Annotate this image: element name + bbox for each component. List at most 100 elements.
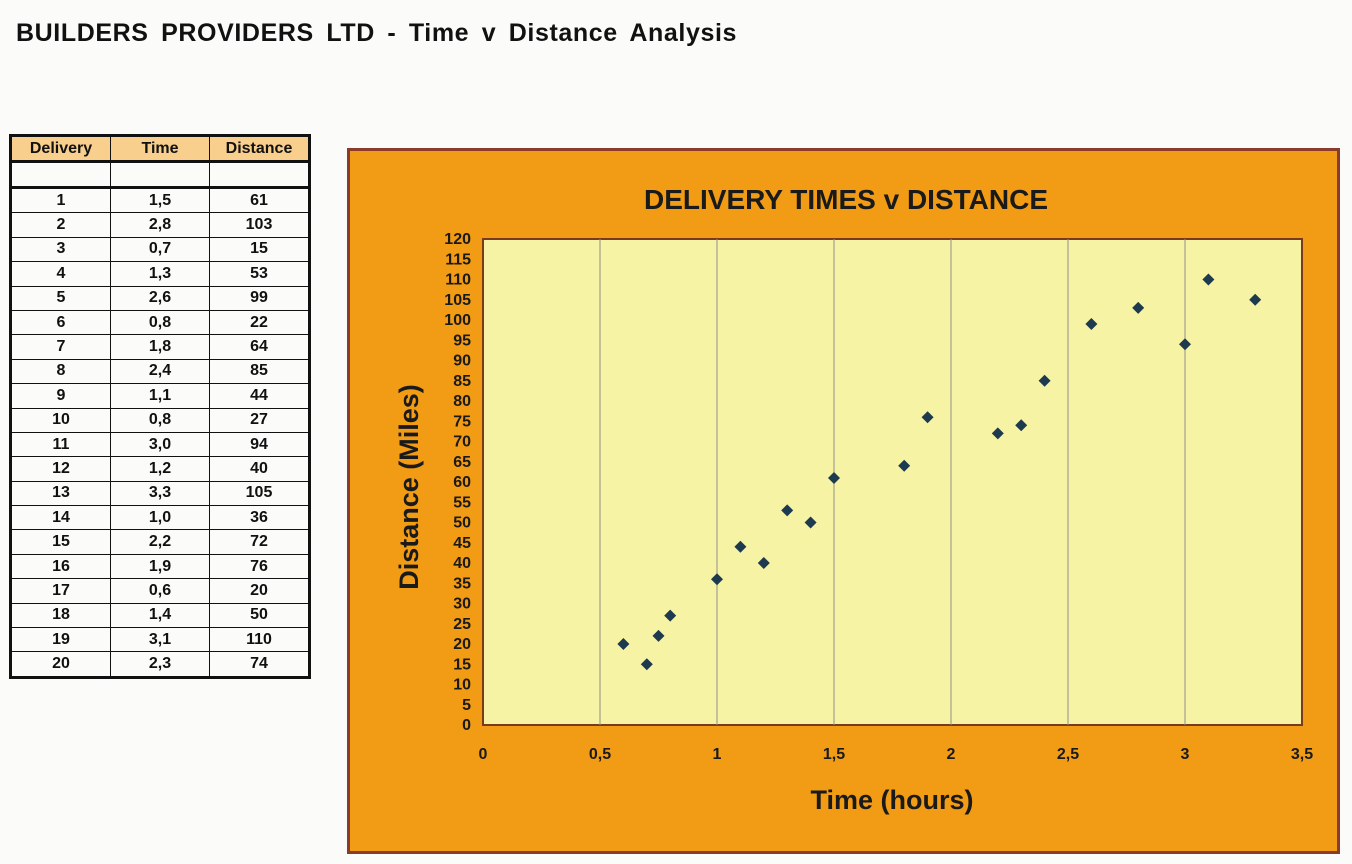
x-tick-label: 1 <box>713 746 722 763</box>
y-tick-label: 55 <box>453 494 471 511</box>
cell-distance: 50 <box>209 602 310 629</box>
data-point <box>664 609 677 622</box>
y-tick-label: 20 <box>453 636 471 653</box>
table-row: 11 3,0 94 <box>10 431 310 458</box>
y-tick-label: 120 <box>444 231 471 248</box>
y-tick-label: 35 <box>453 575 471 592</box>
table-row: 10 0,8 27 <box>10 407 310 433</box>
cell-delivery: 14 <box>10 505 111 531</box>
y-tick-label: 50 <box>453 515 471 532</box>
cell-time: 1,4 <box>110 602 210 629</box>
cell-delivery: 12 <box>10 456 111 482</box>
table-row: 4 1,3 53 <box>10 261 310 287</box>
header-distance: Distance <box>209 135 310 162</box>
cell-distance: 110 <box>209 627 310 653</box>
cell-distance: 61 <box>209 186 310 214</box>
cell-time: 1,3 <box>110 261 210 287</box>
data-point <box>1179 338 1191 351</box>
data-point <box>652 629 665 642</box>
cell-distance: 40 <box>209 456 310 482</box>
data-point <box>781 504 794 517</box>
chart-frame: DELIVERY TIMES v DISTANCE 0 5 10 15 20 25 30 35… <box>347 148 1340 854</box>
cell-delivery: 19 <box>10 627 111 653</box>
y-axis-title: Distance (Miles) <box>394 384 424 590</box>
cell-time: 2,4 <box>110 358 210 385</box>
y-tick-label: 115 <box>445 251 471 268</box>
cell-delivery: 15 <box>10 529 111 555</box>
table-row: 1 1,5 61 <box>10 186 310 214</box>
y-tick-label: 105 <box>444 292 471 309</box>
cell-distance: 15 <box>209 236 310 263</box>
scatter-chart: DELIVERY TIMES v DISTANCE 05101520253035… <box>394 184 1313 815</box>
cell-distance: 74 <box>209 651 310 678</box>
x-axis-title: Time (hours) <box>810 785 973 815</box>
cell-delivery: 20 <box>10 651 111 678</box>
data-point <box>711 573 723 586</box>
data-point <box>898 459 911 472</box>
cell-time: 1,2 <box>110 456 210 482</box>
y-tick-label: 10 <box>453 677 471 694</box>
data-point <box>640 658 653 671</box>
cell-distance: 99 <box>209 285 310 311</box>
y-tick-label: 100 <box>444 312 471 329</box>
cell-distance: 64 <box>209 334 310 360</box>
cell-time: 1,1 <box>110 383 210 409</box>
cell-delivery: 5 <box>10 285 111 311</box>
table-row: 12 1,2 40 <box>10 456 310 482</box>
cell-delivery: 2 <box>10 212 111 238</box>
cell-time: 2,6 <box>110 285 210 311</box>
data-point <box>1132 301 1145 314</box>
x-tick-label: 3,5 <box>1291 746 1313 763</box>
y-tick-label: 95 <box>453 332 471 349</box>
cell-time: 3,3 <box>110 480 210 507</box>
y-tick-label: 70 <box>453 434 471 451</box>
cell-time: 1,9 <box>110 553 210 580</box>
cell-delivery: 7 <box>10 334 111 360</box>
cell-distance: 76 <box>209 553 310 580</box>
x-tick-label: 1,5 <box>823 746 845 763</box>
cell-delivery: 3 <box>10 236 111 263</box>
cell-time: 1,5 <box>110 186 210 214</box>
cell-distance: 20 <box>209 578 310 604</box>
table-body: 1 1,5 61 2 2,8 103 3 0,7 15 4 1,3 53 5 2,6 99 6 0,8 22 7 1,… <box>10 160 310 678</box>
table-row: 13 3,3 105 <box>10 480 310 507</box>
table-row: 3 0,7 15 <box>10 236 310 263</box>
table-row: 9 1,1 44 <box>10 383 310 409</box>
cell-distance: 53 <box>209 261 310 287</box>
table-row: 15 2,2 72 <box>10 529 310 555</box>
cell-distance: 36 <box>209 505 310 531</box>
table-row: 17 0,6 20 <box>10 578 310 604</box>
y-tick-label: 15 <box>453 656 471 673</box>
data-point <box>828 471 840 484</box>
cell-time: 1,8 <box>110 334 210 360</box>
cell-delivery: 6 <box>10 309 111 336</box>
delivery-data-table: Delivery Time Distance 1 1,5 61 2 2,8 103 3 0,7… <box>9 134 311 679</box>
cell-distance: 72 <box>209 529 310 555</box>
x-tick-label: 0 <box>479 746 488 763</box>
y-tick-label: 60 <box>453 474 471 491</box>
cell-delivery: 16 <box>10 553 111 580</box>
cell-delivery: 17 <box>10 578 111 604</box>
plot-area <box>482 238 1303 726</box>
cell-time: 2,8 <box>110 212 210 238</box>
y-tick-label: 80 <box>453 393 471 410</box>
y-tick-label: 25 <box>453 616 471 633</box>
y-tick-label: 5 <box>462 697 471 714</box>
table-row: 7 1,8 64 <box>10 334 310 360</box>
table-row: 14 1,0 36 <box>10 505 310 531</box>
data-point <box>1249 293 1262 306</box>
cell-distance: 94 <box>209 431 310 458</box>
data-point <box>617 638 630 650</box>
y-tick-label: 75 <box>453 413 471 430</box>
cell-distance: 44 <box>209 383 310 409</box>
cell-distance: 27 <box>209 407 310 433</box>
cell-time: 0,8 <box>110 309 210 336</box>
table-row: 6 0,8 22 <box>10 309 310 336</box>
y-tick-label: 40 <box>453 555 471 572</box>
cell-delivery: 18 <box>10 602 111 629</box>
data-point <box>734 540 747 553</box>
y-tick-label: 45 <box>453 535 471 552</box>
y-tick-label: 30 <box>453 596 471 613</box>
cell-time: 0,6 <box>110 578 210 604</box>
table-row: 5 2,6 99 <box>10 285 310 311</box>
